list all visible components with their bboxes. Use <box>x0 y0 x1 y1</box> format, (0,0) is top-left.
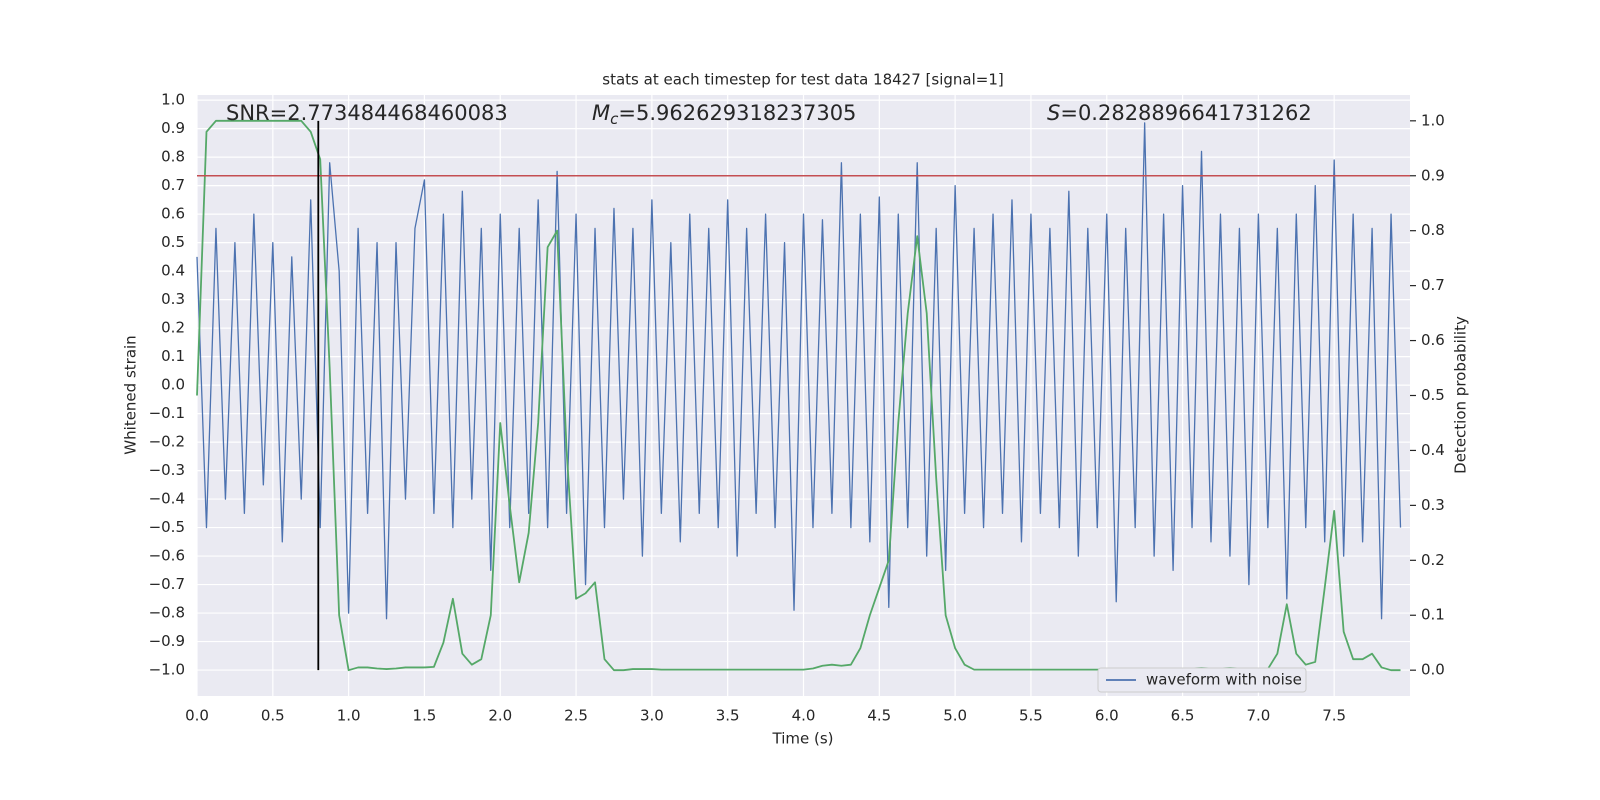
x-tick-label: 6.0 <box>1095 707 1119 725</box>
x-tick-label: 0.0 <box>185 707 209 725</box>
legend-label: waveform with noise <box>1146 671 1302 689</box>
y2-tick-label: 0.3 <box>1421 496 1445 514</box>
y-tick-label: −0.8 <box>149 604 185 622</box>
y-tick-label: 0.5 <box>161 233 185 251</box>
annotation-text: =0.2828896641731262 <box>1060 101 1311 125</box>
x-axis-label: Time (s) <box>772 730 834 748</box>
series-line <box>196 122 1402 620</box>
x-tick-label: 5.5 <box>1019 707 1043 725</box>
y2-tick-label: 0.7 <box>1421 276 1445 294</box>
y-tick-label: 0.0 <box>161 376 185 394</box>
x-tick-label: 4.5 <box>867 707 891 725</box>
y-tick-label: −0.3 <box>149 461 185 479</box>
y-tick-label: −0.2 <box>149 433 185 451</box>
y-tick-label: −0.7 <box>149 575 185 593</box>
annotation-text: =5.962629318237305 <box>618 101 856 125</box>
y-tick-label: 0.7 <box>161 176 185 194</box>
y2-tick-label: 0.1 <box>1421 606 1445 624</box>
x-tick-label: 7.5 <box>1322 707 1346 725</box>
annotation-text: SNR=2.773484468460083 <box>226 101 508 125</box>
y-tick-label: −1.0 <box>149 661 185 679</box>
y2-tick-label: 0.4 <box>1421 441 1445 459</box>
annotation: S=0.2828896641731262 <box>1047 101 1312 125</box>
x-tick-label: 7.0 <box>1246 707 1270 725</box>
y-tick-label: 1.0 <box>161 91 185 109</box>
y-tick-label: −0.4 <box>149 490 185 508</box>
annotation-subscript: c <box>610 110 619 128</box>
y2-tick-label: 0.6 <box>1421 331 1445 349</box>
y2-tick-label: 0.2 <box>1421 551 1445 569</box>
y2-tick-label: 1.0 <box>1421 111 1445 129</box>
y-tick-label: 0.2 <box>161 319 185 337</box>
x-tick-label: 4.0 <box>792 707 816 725</box>
y2-tick-label: 0.9 <box>1421 166 1445 184</box>
x-tick-label: 5.0 <box>943 707 967 725</box>
y-tick-label: −0.1 <box>149 404 185 422</box>
y-tick-label: 0.1 <box>161 347 185 365</box>
x-tick-label: 2.0 <box>488 707 512 725</box>
legend-box <box>1097 667 1307 693</box>
chart-title: stats at each timestep for test data 184… <box>602 71 1003 89</box>
labels: 0.0 0.5 1.0 1.5 2.0 2.5 3.0 3.5 4.0 4.5 5.0 5.5 6.0 6… <box>149 91 1445 725</box>
legend: waveform with noise <box>1097 667 1307 693</box>
x-tick-label: 3.5 <box>716 707 740 725</box>
annotation: Mc=5.962629318237305 <box>592 101 856 128</box>
y-tick-label: 0.3 <box>161 290 185 308</box>
y-tick-label: 0.6 <box>161 205 185 223</box>
y-tick-label: 0.8 <box>161 148 185 166</box>
x-tick-label: 2.5 <box>564 707 588 725</box>
y-tick-label: −0.9 <box>149 632 185 650</box>
y-tick-label: 0.4 <box>161 262 185 280</box>
y2-tick-label: 0.0 <box>1421 661 1445 679</box>
y2-axis-label: Detection probability <box>1452 316 1470 474</box>
annotation-symbol: M <box>592 101 610 125</box>
y-tick-label: −0.5 <box>149 518 185 536</box>
annotation-symbol: S <box>1047 101 1060 125</box>
x-tick-label: 0.5 <box>261 707 285 725</box>
annotation: SNR=2.773484468460083 <box>226 101 508 125</box>
y-tick-label: −0.6 <box>149 547 185 565</box>
x-tick-label: 1.0 <box>337 707 361 725</box>
y2-tick-label: 0.5 <box>1421 386 1445 404</box>
x-tick-label: 3.0 <box>640 707 664 725</box>
y2-tick-label: 0.8 <box>1421 221 1445 239</box>
y-axis-label: Whitened strain <box>122 335 140 454</box>
x-tick-label: 6.5 <box>1171 707 1195 725</box>
y-tick-label: 0.9 <box>161 119 185 137</box>
x-tick-label: 1.5 <box>413 707 437 725</box>
